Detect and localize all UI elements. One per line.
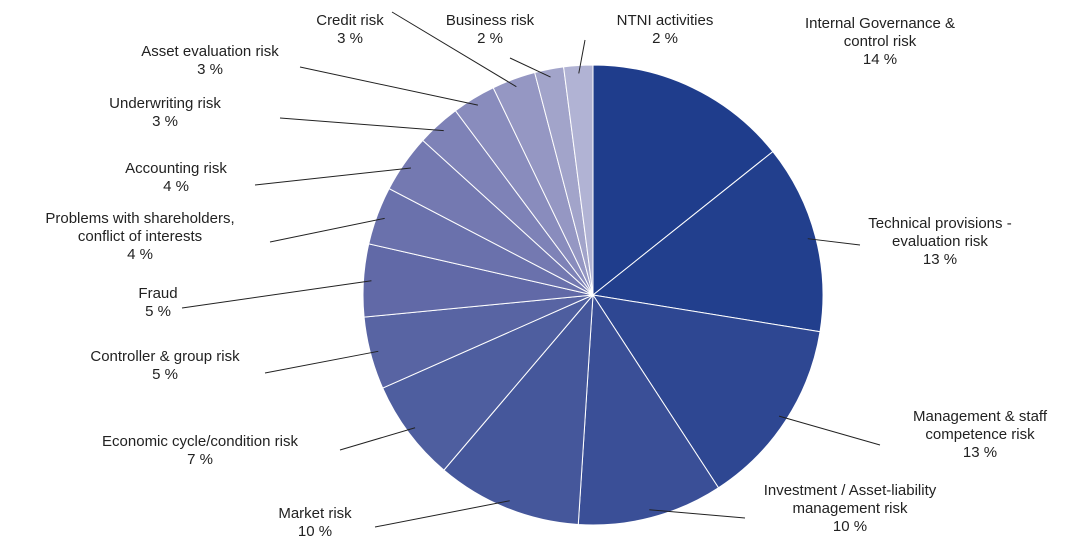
leader-line	[509, 57, 551, 78]
slice-name: Problems with shareholders, conflict of …	[45, 210, 235, 245]
slice-name: NTNI activities	[616, 12, 714, 29]
slice-label: NTNI activities 2 %	[600, 12, 730, 48]
slice-name: Internal Governance & control risk	[804, 15, 956, 50]
slice-name: Market risk	[278, 505, 352, 522]
pie-slice	[591, 294, 821, 489]
slice-name: Credit risk	[316, 12, 384, 29]
slice-label: Underwriting risk 3 %	[90, 95, 240, 131]
leader-line	[778, 415, 881, 446]
slice-value: 3 %	[152, 113, 178, 130]
leader-line	[391, 11, 517, 88]
slice-value: 10 %	[297, 523, 333, 540]
leader-line	[339, 427, 416, 451]
slice-value: 2 %	[652, 30, 678, 47]
pie-slice	[591, 150, 824, 333]
slice-name: Underwriting risk	[109, 95, 221, 112]
slice-label: Credit risk 3 %	[305, 12, 395, 48]
slice-value: 4 %	[127, 246, 153, 263]
slice-label: Market risk 10 %	[265, 505, 365, 540]
slice-name: Controller & group risk	[90, 348, 240, 365]
pie-slice	[577, 293, 720, 526]
leader-line	[279, 117, 444, 132]
leader-line	[649, 509, 746, 519]
slice-label: Controller & group risk 5 %	[65, 348, 265, 384]
leader-line	[578, 39, 586, 74]
slice-value: 13 %	[922, 251, 958, 268]
pie-slice	[563, 64, 594, 296]
slice-value: 7 %	[187, 451, 213, 468]
slice-label: Internal Governance & control risk 14 %	[795, 15, 965, 69]
slice-label: Asset evaluation risk 3 %	[120, 43, 300, 79]
slice-value: 4 %	[163, 178, 189, 195]
leader-line	[807, 238, 861, 246]
slice-value: 10 %	[832, 518, 868, 535]
slice-value: 5 %	[152, 366, 178, 383]
slice-label: Technical provisions - evaluation risk 13…	[858, 215, 1023, 269]
slice-value: 2 %	[477, 30, 503, 47]
slice-name: Accounting risk	[125, 160, 227, 177]
slice-label: Economic cycle/condition risk 7 %	[80, 433, 320, 469]
slice-name: Fraud	[138, 285, 178, 302]
slice-label: Problems with shareholders, conflict of …	[38, 210, 243, 264]
leader-line	[374, 500, 510, 528]
slice-label: Management & staff competence risk 13 %	[905, 408, 1055, 462]
slice-name: Business risk	[445, 12, 535, 29]
slice-name: Technical provisions - evaluation risk	[868, 215, 1012, 250]
leader-line	[269, 217, 385, 243]
slice-name: Investment / Asset-liability management …	[763, 482, 937, 517]
slice-value: 5 %	[145, 303, 171, 320]
leader-line	[264, 350, 379, 374]
leader-line	[254, 167, 411, 186]
slice-value: 3 %	[197, 61, 223, 78]
pie-slice	[443, 293, 594, 526]
leader-line	[299, 66, 479, 106]
pie-slice	[592, 64, 774, 297]
pie-slice	[382, 294, 594, 471]
slice-name: Management & staff competence risk	[913, 408, 1047, 443]
slice-label: Fraud 5 %	[118, 285, 198, 321]
leader-line	[181, 280, 372, 309]
slice-name: Asset evaluation risk	[141, 43, 279, 60]
slice-label: Investment / Asset-liability management …	[750, 482, 950, 536]
slice-label: Accounting risk 4 %	[106, 160, 246, 196]
slice-name: Economic cycle/condition risk	[102, 433, 298, 450]
slice-label: Business risk 2 %	[435, 12, 545, 48]
slice-value: 13 %	[962, 444, 998, 461]
slice-value: 3 %	[337, 30, 363, 47]
slice-value: 14 %	[862, 51, 898, 68]
